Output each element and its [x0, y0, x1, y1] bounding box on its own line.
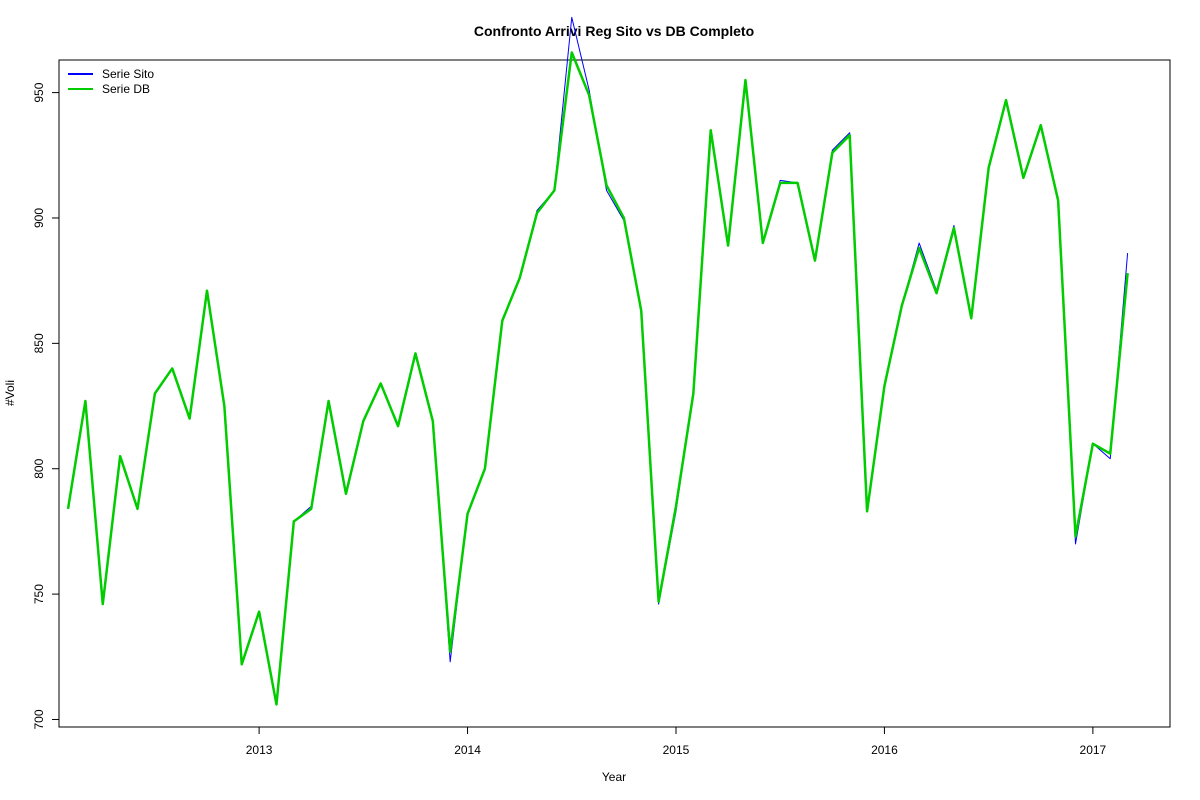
x-tick-label: 2014 — [454, 743, 481, 757]
y-tick-label: 700 — [32, 709, 46, 729]
y-tick-label: 850 — [32, 333, 46, 353]
series-group — [66, 16, 1129, 706]
x-axis-label: Year — [602, 770, 626, 784]
series-line-sito — [67, 16, 1129, 705]
y-axis: 700 750 800 850 900 950 — [32, 82, 59, 729]
x-tick-label: 2015 — [663, 743, 690, 757]
y-tick-label: 950 — [32, 82, 46, 102]
legend-label: Serie DB — [102, 82, 150, 96]
y-tick-label: 900 — [32, 208, 46, 228]
legend-label: Serie Sito — [102, 67, 154, 81]
y-tick-label: 750 — [32, 584, 46, 604]
series-line-db — [66, 51, 1129, 706]
x-tick-label: 2013 — [246, 743, 273, 757]
y-tick-label: 800 — [32, 458, 46, 478]
chart-title: Confronto Arrivi Reg Sito vs DB Completo — [474, 23, 754, 39]
x-tick-label: 2016 — [871, 743, 898, 757]
plot-frame — [58, 59, 1171, 728]
x-tick-label: 2017 — [1080, 743, 1107, 757]
y-axis-label: #Voli — [3, 380, 17, 406]
x-axis: 2013 2014 2015 2016 2017 — [246, 727, 1107, 757]
